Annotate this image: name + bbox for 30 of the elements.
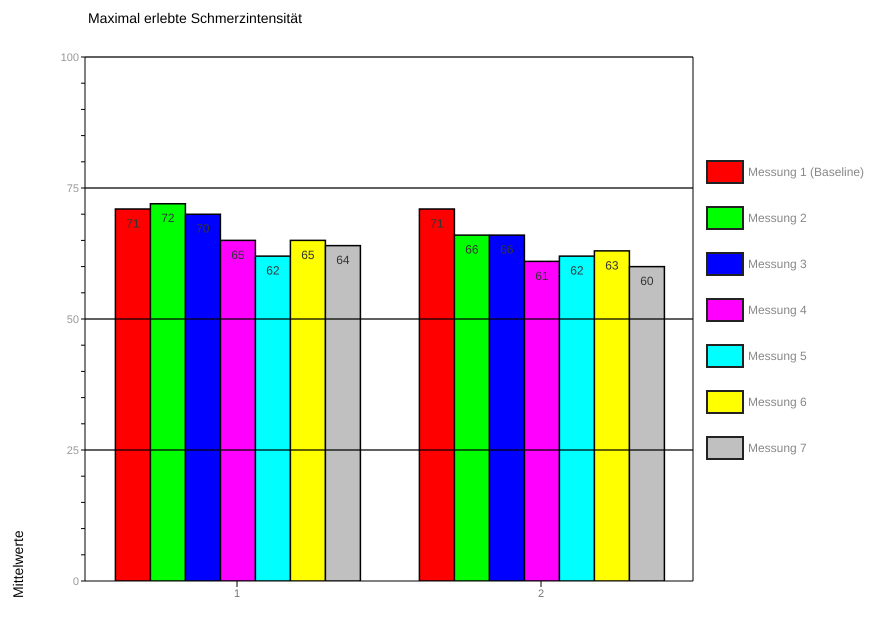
chart-title: Maximal erlebte Schmerzintensität — [88, 10, 302, 26]
data-label: 61 — [535, 268, 549, 283]
y-tick-label: 25 — [66, 444, 79, 457]
data-label: 66 — [465, 242, 479, 257]
data-label: 62 — [570, 264, 584, 278]
legend-label: Messung 2 — [747, 210, 808, 226]
y-tick-label: 50 — [66, 314, 79, 326]
data-label: 66 — [500, 242, 514, 257]
legend-label: Messung 1 (Baseline) — [747, 164, 866, 180]
data-label: 65 — [231, 248, 245, 262]
x-tick-label: 2 — [538, 588, 544, 600]
legend-label: Messung 6 — [747, 394, 808, 410]
data-label: 64 — [336, 253, 350, 268]
y-axis-title: Mittelwerte — [10, 530, 26, 598]
legend-label: Messung 7 — [747, 440, 808, 456]
data-label: 65 — [301, 248, 315, 262]
data-label: 60 — [640, 274, 654, 288]
y-tick-label: 75 — [66, 182, 79, 195]
data-label: 72 — [161, 211, 175, 226]
data-label: 63 — [605, 258, 619, 272]
x-tick-label: 1 — [234, 588, 240, 600]
legend-label: Messung 5 — [747, 348, 808, 364]
y-tick-label: 0 — [72, 576, 79, 588]
legend-label: Messung 3 — [747, 256, 808, 272]
data-label: 71 — [126, 216, 140, 230]
data-label: 71 — [430, 216, 444, 230]
y-tick-label: 100 — [60, 52, 79, 64]
legend-label: Messung 4 — [747, 302, 808, 318]
data-label: 70 — [196, 222, 210, 236]
data-label: 62 — [266, 264, 280, 278]
